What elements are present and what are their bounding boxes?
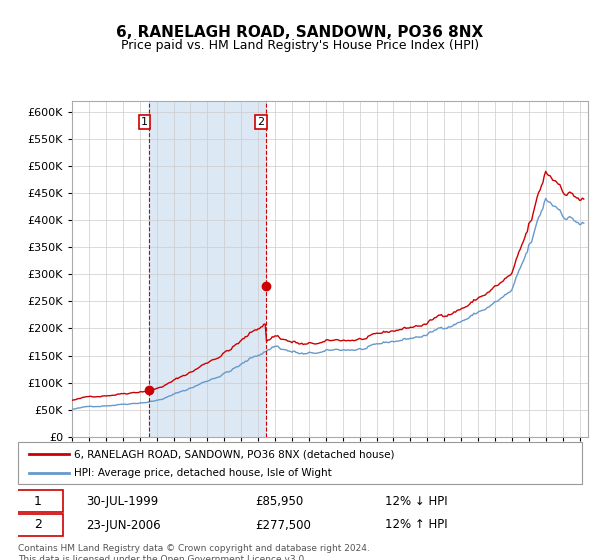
Text: 6, RANELAGH ROAD, SANDOWN, PO36 8NX: 6, RANELAGH ROAD, SANDOWN, PO36 8NX <box>116 25 484 40</box>
Text: 2: 2 <box>257 117 265 127</box>
Text: 1: 1 <box>34 495 41 508</box>
Text: £85,950: £85,950 <box>255 495 303 508</box>
Text: £277,500: £277,500 <box>255 519 311 531</box>
Bar <box>149 101 266 437</box>
Text: 12% ↑ HPI: 12% ↑ HPI <box>385 519 447 531</box>
Text: 6, RANELAGH ROAD, SANDOWN, PO36 8NX (detached house): 6, RANELAGH ROAD, SANDOWN, PO36 8NX (det… <box>74 449 395 459</box>
Text: Contains HM Land Registry data © Crown copyright and database right 2024.
This d: Contains HM Land Registry data © Crown c… <box>18 544 370 560</box>
Text: 30-JUL-1999: 30-JUL-1999 <box>86 495 158 508</box>
FancyBboxPatch shape <box>13 514 63 536</box>
Text: 2: 2 <box>34 519 41 531</box>
Text: HPI: Average price, detached house, Isle of Wight: HPI: Average price, detached house, Isle… <box>74 468 332 478</box>
Text: 1: 1 <box>141 117 148 127</box>
FancyBboxPatch shape <box>13 490 63 512</box>
Text: 12% ↓ HPI: 12% ↓ HPI <box>385 495 447 508</box>
FancyBboxPatch shape <box>18 442 582 484</box>
Text: Price paid vs. HM Land Registry's House Price Index (HPI): Price paid vs. HM Land Registry's House … <box>121 39 479 52</box>
Text: 23-JUN-2006: 23-JUN-2006 <box>86 519 160 531</box>
